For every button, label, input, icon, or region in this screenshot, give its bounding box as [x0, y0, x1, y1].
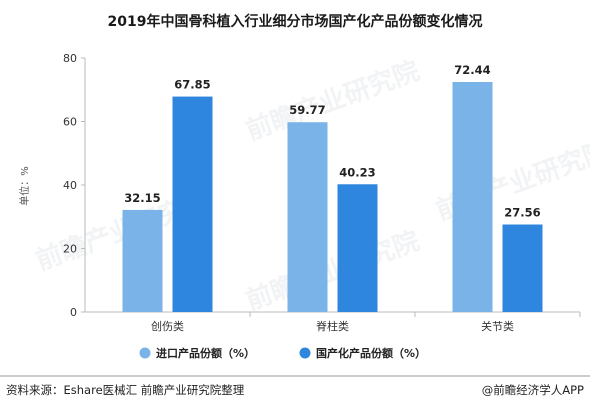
data-label: 32.15 — [124, 191, 160, 205]
legend-label: 进口产品份额（%） — [156, 346, 255, 360]
y-tick-label: 60 — [63, 116, 77, 129]
data-label: 67.85 — [174, 78, 210, 92]
watermark-text: 前瞻产业研究院 — [242, 55, 424, 146]
footer-source: 资料来源：Eshare医械汇 前瞻产业研究院整理 — [6, 383, 245, 397]
bar — [337, 184, 378, 312]
x-tick-label: 脊柱类 — [316, 319, 349, 333]
legend-marker — [139, 347, 151, 359]
data-label: 59.77 — [289, 103, 325, 117]
y-tick-label: 40 — [63, 179, 77, 192]
legend-label: 国产化产品份额（%） — [316, 346, 426, 360]
bar — [287, 122, 328, 312]
x-tick-label: 关节类 — [481, 319, 514, 333]
bar — [502, 224, 543, 312]
bar — [452, 82, 493, 313]
y-tick-label: 80 — [63, 52, 77, 65]
axes: 0 20 40 60 80 创伤类 脊柱类 关节类 — [63, 52, 581, 333]
y-axis-label: 单位：% — [18, 166, 31, 206]
legend: 进口产品份额（%） 国产化产品份额（%） — [139, 346, 426, 360]
bar — [122, 209, 163, 312]
footer-brand: @前瞻经济学人APP — [482, 383, 584, 397]
data-label: 27.56 — [504, 205, 540, 219]
data-label: 72.44 — [454, 63, 490, 77]
data-label: 40.23 — [339, 165, 375, 179]
bars: 32.15 67.85 59.77 40.23 72.44 27.56 — [122, 63, 543, 313]
bar — [172, 96, 213, 312]
y-tick-label: 0 — [70, 306, 77, 319]
y-tick-label: 20 — [63, 243, 77, 256]
x-tick-label: 创伤类 — [151, 319, 184, 333]
watermark-text: 前瞻产业研究院 — [242, 225, 424, 316]
legend-marker — [299, 347, 311, 359]
chart-title: 2019年中国骨科植入行业细分市场国产化产品份额变化情况 — [108, 13, 483, 30]
